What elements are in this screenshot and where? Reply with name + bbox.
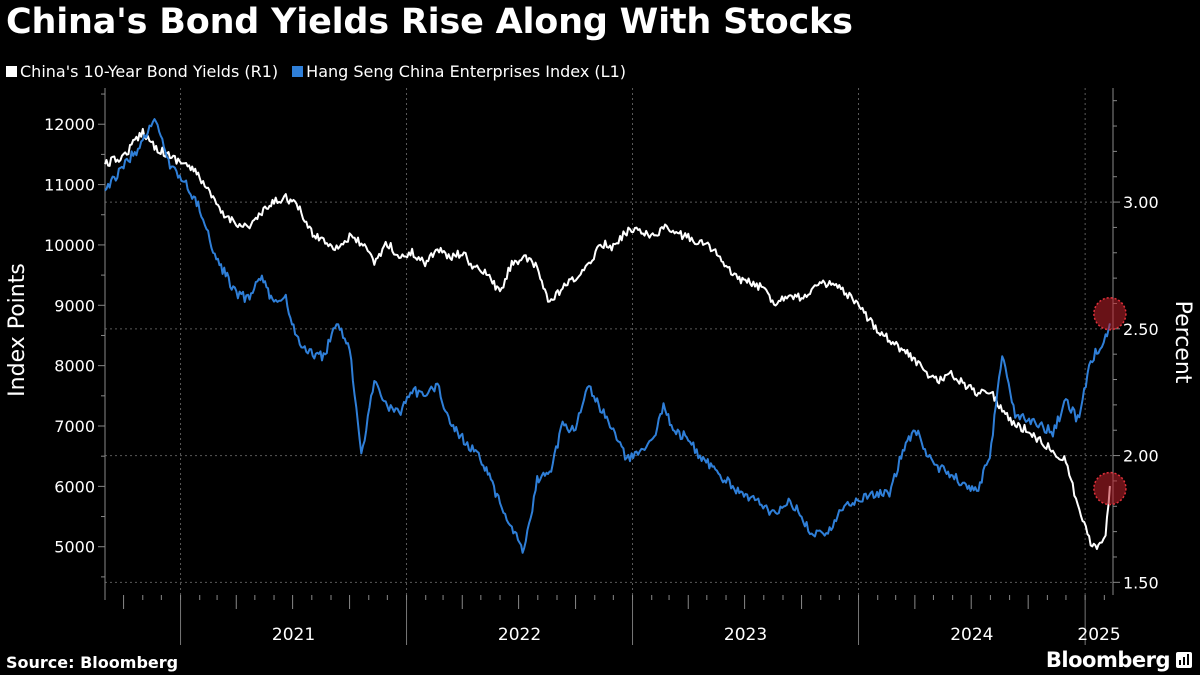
series-line-yields <box>104 127 1111 550</box>
x-tick-label: 2024 <box>950 625 993 645</box>
grid-lines <box>105 88 1113 595</box>
series-lines <box>104 118 1111 554</box>
y-left-tick-label: 11000 <box>44 176 95 195</box>
y-right-tick-label: 2.50 <box>1123 320 1159 339</box>
y-right-tick-label: 2.00 <box>1123 447 1159 466</box>
legend-swatch-yields <box>6 66 17 77</box>
y-left-tick-label: 9000 <box>54 296 95 315</box>
brand-name: Bloomberg <box>1045 648 1171 672</box>
source-note: Source: Bloomberg <box>6 653 179 672</box>
y-left-tick-label: 8000 <box>54 357 95 376</box>
y-left-tick-label: 6000 <box>54 477 95 496</box>
annotation-markers <box>1093 296 1127 506</box>
legend-item-index: Hang Seng China Enterprises Index (L1) <box>292 62 626 81</box>
y-right-axis-title: Percent <box>1170 301 1195 384</box>
x-tick-label: 2022 <box>498 625 541 645</box>
y-left-tick-label: 5000 <box>54 538 95 557</box>
y-right-tick-label: 3.00 <box>1123 193 1159 212</box>
y-left-tick-label: 7000 <box>54 417 95 436</box>
y-left-tick-label: 10000 <box>44 236 95 255</box>
bloomberg-chart-icon <box>1176 652 1192 668</box>
y-right-tick-label: 1.50 <box>1123 573 1159 592</box>
legend-label-index: Hang Seng China Enterprises Index (L1) <box>306 62 626 81</box>
brand-logo: Bloomberg <box>1046 648 1192 672</box>
axes: 2021 2022 2023 2024 2025 5000 6000 7000 8000 9000… <box>44 88 1159 645</box>
x-tick-label: 2025 <box>1077 625 1120 645</box>
x-tick-label: 2021 <box>272 625 315 645</box>
x-tick-label: 2023 <box>724 625 767 645</box>
legend-label-yields: China's 10-Year Bond Yields (R1) <box>20 62 279 81</box>
index-highlight-marker <box>1093 296 1127 331</box>
chart-title: China's Bond Yields Rise Along With Stoc… <box>6 2 853 42</box>
legend-item-yields: China's 10-Year Bond Yields (R1) <box>6 62 278 81</box>
chart-legend: China's 10-Year Bond Yields (R1) Hang Se… <box>6 62 626 81</box>
yields-highlight-marker <box>1093 471 1127 506</box>
series-line-index <box>104 118 1111 554</box>
legend-swatch-index <box>292 66 304 77</box>
y-left-axis-title: Index Points <box>5 263 30 397</box>
y-left-tick-label: 12000 <box>44 115 95 134</box>
